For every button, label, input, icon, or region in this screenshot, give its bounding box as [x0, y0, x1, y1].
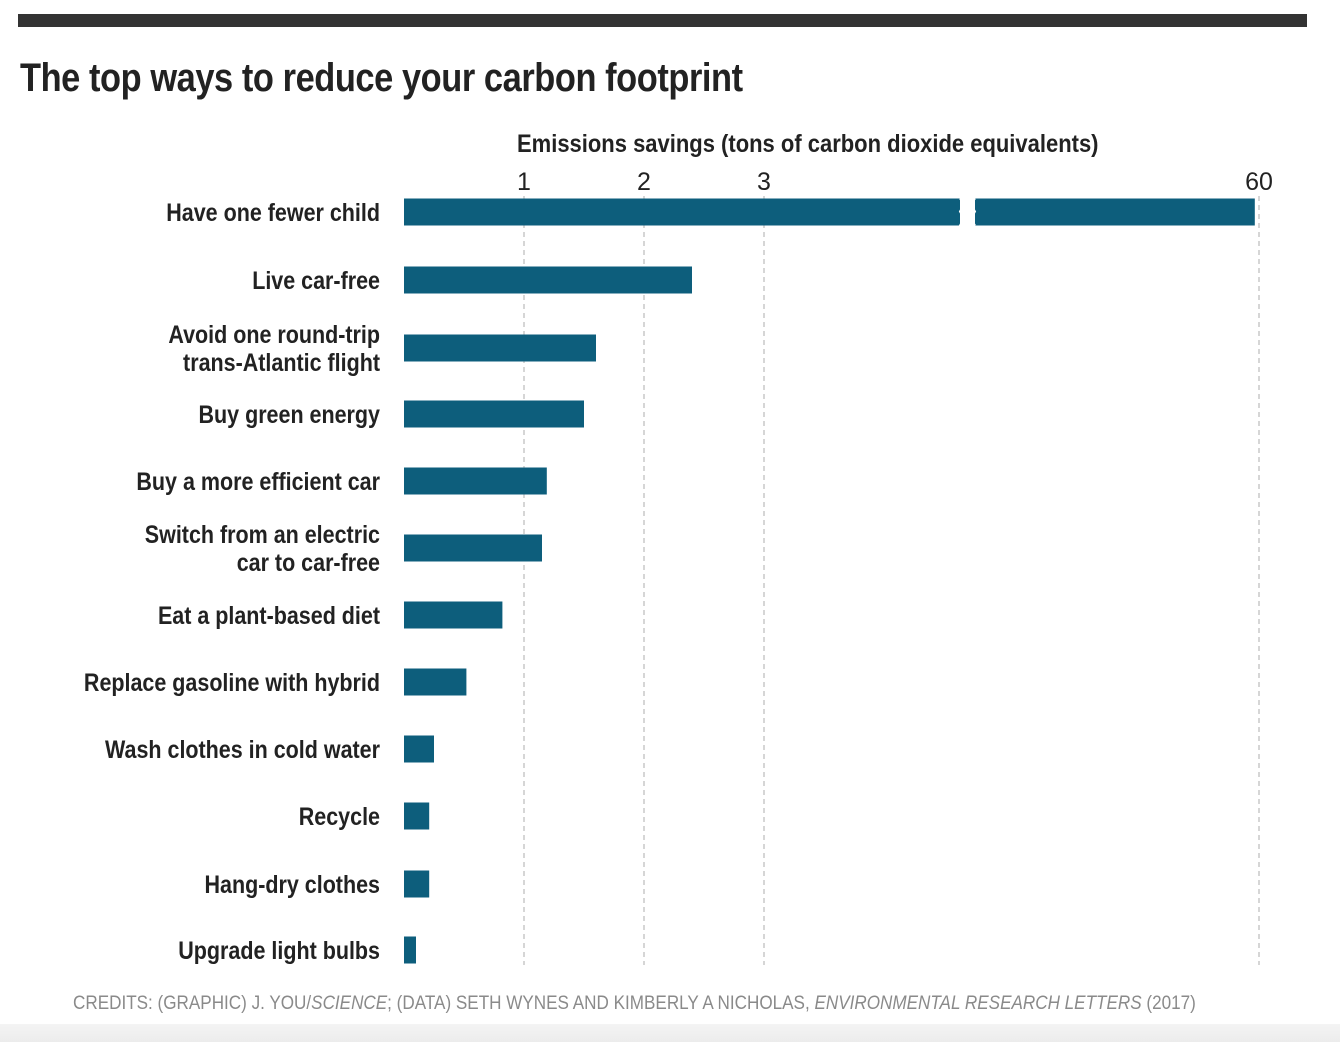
x-tick-label: 60 [1245, 168, 1273, 196]
category-label: Replace gasoline with hybrid [84, 668, 380, 696]
credits-middle: ; (DATA) SETH WYNES AND KIMBERLY A NICHO… [387, 993, 815, 1014]
bar [404, 467, 547, 495]
top-rule [18, 14, 1307, 27]
bar [404, 936, 416, 964]
bar [404, 198, 960, 226]
category-label: car to car-free [237, 548, 380, 576]
category-label: Switch from an electric [145, 520, 380, 548]
bar [404, 735, 434, 763]
x-tick-label: 2 [637, 168, 651, 196]
bar [404, 802, 430, 830]
category-label: Wash clothes in cold water [105, 735, 380, 763]
x-tick-label: 1 [517, 168, 531, 196]
credits: CREDITS: (GRAPHIC) J. YOU/SCIENCE; (DATA… [73, 993, 1196, 1015]
category-label: Buy green energy [199, 400, 381, 428]
category-label: Buy a more efficient car [136, 467, 380, 495]
credits-year: (2017) [1141, 993, 1196, 1014]
bar [404, 400, 584, 428]
credits-prefix: CREDITS: (GRAPHIC) J. YOU/ [73, 993, 312, 1014]
category-label: trans-Atlantic flight [183, 348, 380, 376]
chart-title: The top ways to reduce your carbon footp… [20, 56, 743, 100]
footer-shade [0, 1024, 1340, 1042]
x-tick-label: 3 [757, 168, 771, 196]
bar [404, 266, 692, 294]
credits-journal: ENVIRONMENTAL RESEARCH LETTERS [814, 993, 1142, 1014]
bar [404, 534, 542, 562]
category-label: Avoid one round-trip [168, 320, 380, 348]
bar [404, 870, 430, 898]
x-axis-label: Emissions savings (tons of carbon dioxid… [517, 130, 1098, 158]
bar [404, 601, 503, 629]
bar-after-break [975, 198, 1255, 226]
category-label: Eat a plant-based diet [158, 601, 380, 629]
bar [404, 668, 467, 696]
credits-science: SCIENCE [311, 993, 388, 1014]
category-label: Hang-dry clothes [205, 870, 380, 898]
bar [404, 334, 596, 362]
category-label: Upgrade light bulbs [178, 936, 380, 964]
category-label: Recycle [299, 802, 380, 830]
axis-break-mark [958, 197, 977, 227]
category-label: Have one fewer child [166, 198, 380, 226]
category-label: Live car-free [252, 266, 380, 294]
